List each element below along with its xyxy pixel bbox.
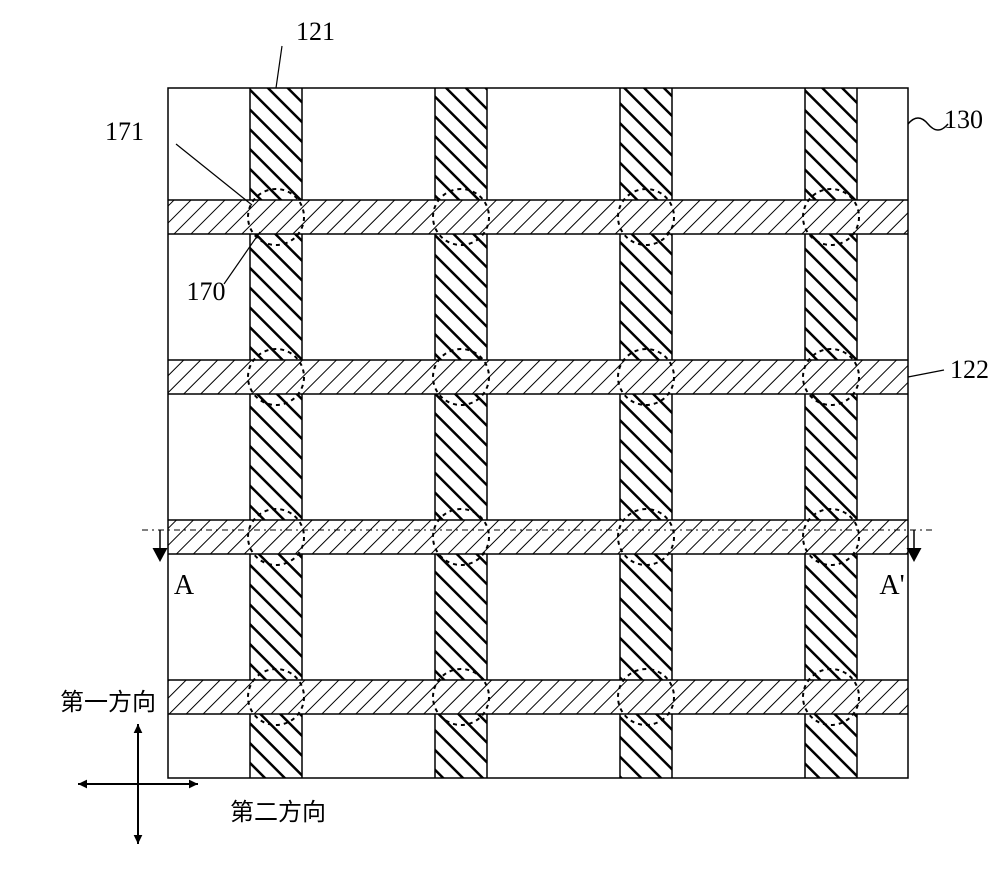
label-text: A' xyxy=(879,570,904,601)
label-text: A xyxy=(174,570,195,601)
direction-arrow-head xyxy=(134,835,143,844)
label-text: 130 xyxy=(944,105,983,134)
direction-arrow-head xyxy=(189,780,198,789)
tilde-connector xyxy=(908,118,948,130)
label-text: 122 xyxy=(950,355,989,384)
label-text: 第一方向 xyxy=(60,689,156,716)
horizontal-bar xyxy=(168,680,908,714)
label-text: 170 xyxy=(187,277,226,306)
section-arrow-head xyxy=(153,548,168,562)
horizontal-bar xyxy=(168,200,908,234)
direction-arrow-head xyxy=(134,724,143,733)
leader-line xyxy=(276,46,282,88)
horizontal-bar xyxy=(168,360,908,394)
direction-arrow-head xyxy=(78,780,87,789)
horizontal-bar xyxy=(168,520,908,554)
leader-line xyxy=(908,370,944,377)
label-text: 第二方向 xyxy=(230,799,326,826)
label-text: 171 xyxy=(105,117,144,146)
label-text: 121 xyxy=(296,17,335,46)
